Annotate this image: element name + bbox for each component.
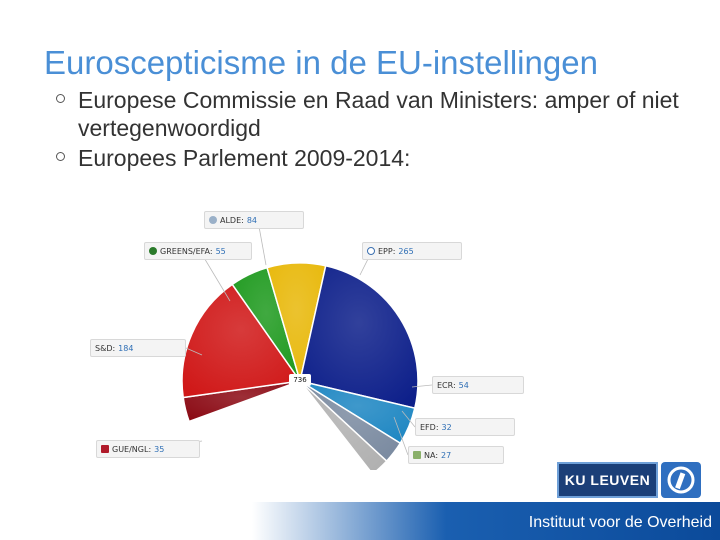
- legend-epp: EPP: 265: [362, 242, 462, 260]
- legend-label: NA:: [424, 451, 439, 460]
- legend-label: EFD:: [420, 423, 439, 432]
- legend-value: 32: [441, 423, 452, 432]
- bullet-list: Europese Commissie en Raad van Ministers…: [56, 86, 698, 174]
- legend-value: 27: [441, 451, 452, 460]
- footer-bar: Instituut voor de Overheid: [0, 502, 720, 540]
- legend-greens: GREENS/EFA: 55: [144, 242, 252, 260]
- bullet-item: Europese Commissie en Raad van Ministers…: [56, 86, 698, 142]
- legend-na: NA: 27: [408, 446, 504, 464]
- pie-slice-na: [299, 380, 388, 470]
- leader-line: [401, 410, 416, 428]
- legend-value: 35: [154, 445, 165, 454]
- bullet-item: Europees Parlement 2009-2014:: [56, 144, 698, 172]
- total-seats-label: 736: [289, 374, 311, 386]
- legend-sd: S&D: 184: [90, 339, 186, 357]
- leader-line: [411, 384, 433, 388]
- pie-slice-epp: [299, 264, 419, 410]
- bullet-text: Europees Parlement 2009-2014:: [78, 145, 411, 171]
- institute-logo-icon: [661, 462, 701, 498]
- party-logo-icon: [101, 445, 109, 453]
- legend-alde: ALDE: 84: [204, 211, 304, 229]
- legend-value: 265: [398, 247, 414, 256]
- party-logo-icon: [367, 247, 375, 255]
- leader-line: [185, 347, 203, 356]
- legend-gue: GUE/NGL: 35: [96, 440, 200, 458]
- party-logo-icon: [149, 247, 157, 255]
- pie-slice-s-d: [181, 283, 302, 399]
- seat-distribution-chart: ALDE: 84 GREENS/EFA: 55 EPP: 265 S&D: 184 EC…: [90, 205, 530, 470]
- legend-label: ALDE:: [220, 216, 244, 225]
- pie-chart-svg: [149, 220, 433, 470]
- ku-leuven-logo: KU LEUVEN: [557, 462, 658, 498]
- legend-label: GREENS/EFA:: [160, 247, 213, 256]
- legend-label: EPP:: [378, 247, 396, 256]
- legend-ecr: ECR: 54: [432, 376, 524, 394]
- party-logo-icon: [413, 451, 421, 459]
- slide-title: Euroscepticisme in de EU-instellingen: [44, 44, 598, 81]
- legend-value: 84: [246, 216, 258, 225]
- circle-bullet-icon: [56, 152, 65, 161]
- legend-efd: EFD: 32: [415, 418, 515, 436]
- legend-label: ECR:: [437, 381, 456, 390]
- legend-value: 54: [458, 381, 469, 390]
- legend-value: 55: [215, 247, 226, 256]
- bullet-text: Europese Commissie en Raad van Ministers…: [78, 87, 679, 141]
- legend-value: 184: [118, 344, 134, 353]
- legend-label: S&D:: [95, 344, 116, 353]
- circle-bullet-icon: [56, 94, 65, 103]
- leader-line: [393, 416, 409, 456]
- party-logo-icon: [209, 216, 217, 224]
- legend-label: GUE/NGL:: [112, 445, 152, 454]
- footer-text: Instituut voor de Overheid: [528, 514, 712, 531]
